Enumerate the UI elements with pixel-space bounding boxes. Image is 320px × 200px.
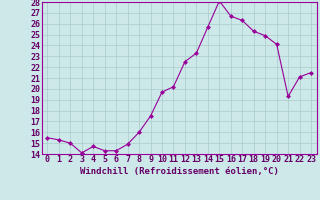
X-axis label: Windchill (Refroidissement éolien,°C): Windchill (Refroidissement éolien,°C) [80, 167, 279, 176]
